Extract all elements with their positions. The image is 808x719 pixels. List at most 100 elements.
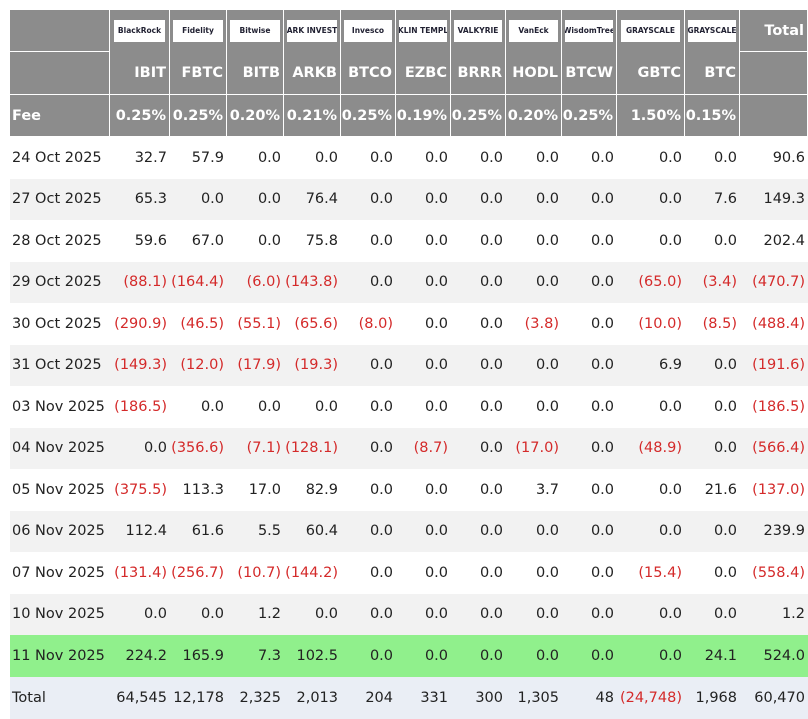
fee: 0.25% xyxy=(451,95,506,137)
flow-value: (8.0) xyxy=(358,315,393,332)
logo: GRAYSCALE xyxy=(621,20,680,42)
flow-value: 82.9 xyxy=(305,481,338,498)
flow-value: 0.0 xyxy=(257,149,281,166)
flow-value: 0.0 xyxy=(685,593,740,635)
logo: Bitwise xyxy=(230,20,280,42)
flow-value: 5.5 xyxy=(227,510,284,552)
flow-value: (191.6) xyxy=(740,344,808,386)
ticker: BRRR xyxy=(451,52,506,95)
date: 04 Nov 2025 xyxy=(10,427,110,469)
flow-value: (144.2) xyxy=(285,564,338,581)
logo: ARK INVEST xyxy=(287,20,337,42)
flow-value: 0.0 xyxy=(562,510,617,552)
flow-value: 3.7 xyxy=(535,481,559,498)
flow-value: 0.0 xyxy=(424,232,448,249)
flow-value: (186.5) xyxy=(114,398,167,415)
date: 24 Oct 2025 xyxy=(12,149,102,166)
flow-value: 65.3 xyxy=(110,178,170,220)
date: 29 Oct 2025 xyxy=(10,261,110,303)
flow-value: 0.0 xyxy=(713,564,737,581)
flow-value: 0.0 xyxy=(284,593,341,635)
flow-value: 0.0 xyxy=(479,564,503,581)
fee: 0.20% xyxy=(227,95,284,137)
flow-value: 0.0 xyxy=(685,510,740,552)
logo-cell: Invesco xyxy=(341,10,396,52)
etf-flow-table: BlackRock Fidelity Bitwise ARK INVEST Invesc… xyxy=(10,10,808,719)
flow-value: 0.0 xyxy=(341,344,396,386)
flow-value: 0.0 xyxy=(451,261,506,303)
flow-value: 0.0 xyxy=(170,593,227,635)
logo-cell: VanEck xyxy=(506,10,562,52)
flow-value: (131.4) xyxy=(114,564,167,581)
date: 10 Nov 2025 xyxy=(10,593,110,635)
flow-value: 0.0 xyxy=(227,178,284,220)
flow-value: (6.0) xyxy=(227,261,284,303)
flow-value: 0.0 xyxy=(424,315,448,332)
flow-value: 0.0 xyxy=(369,481,393,498)
flow-value: 0.0 xyxy=(713,149,737,166)
ticker: ARKB xyxy=(284,52,341,95)
flow-value: 0.0 xyxy=(535,564,559,581)
flow-value: 61.6 xyxy=(170,510,227,552)
flow-value: 7.3 xyxy=(227,635,284,677)
logo-cell: VALKYRIE xyxy=(451,10,506,52)
flow-value: (290.9) xyxy=(114,315,167,332)
flow-value: (65.0) xyxy=(617,261,685,303)
flow-value: (149.3) xyxy=(110,344,170,386)
flow-value: 0.0 xyxy=(424,564,448,581)
logo-cell: Bitwise xyxy=(227,10,284,52)
fee: 1.50% xyxy=(617,95,685,137)
flow-value: (470.7) xyxy=(740,261,808,303)
total-value: (24,748) xyxy=(617,676,685,719)
flow-value: (65.6) xyxy=(294,315,338,332)
flow-value: 224.2 xyxy=(110,635,170,677)
flow-value: 76.4 xyxy=(284,178,341,220)
flow-value: (128.1) xyxy=(284,427,341,469)
date: 07 Nov 2025 xyxy=(12,564,105,581)
fee: 0.25% xyxy=(170,95,227,137)
fee: 0.15% xyxy=(685,95,740,137)
logo-cell: WisdomTree xyxy=(562,10,617,52)
flow-value: 0.0 xyxy=(424,398,448,415)
flow-value: 0.0 xyxy=(479,398,503,415)
flow-value: (19.3) xyxy=(284,344,341,386)
flow-value: 0.0 xyxy=(617,178,685,220)
flow-value: 24.1 xyxy=(685,635,740,677)
flow-value: 0.0 xyxy=(396,344,451,386)
flow-value: 0.0 xyxy=(424,149,448,166)
flow-value: (375.5) xyxy=(114,481,167,498)
logo: FRANKLIN TEMPLETON xyxy=(399,20,447,42)
flow-value: 60.4 xyxy=(284,510,341,552)
flow-value: 239.9 xyxy=(740,510,808,552)
flow-value: (17.0) xyxy=(506,427,562,469)
flow-value: 102.5 xyxy=(284,635,341,677)
logo: VALKYRIE xyxy=(454,20,502,42)
flow-value: (46.5) xyxy=(180,315,224,332)
flow-value: (7.1) xyxy=(227,427,284,469)
flow-value: 0.0 xyxy=(369,398,393,415)
flow-value: 0.0 xyxy=(451,344,506,386)
logo-cell: GRAYSCALE xyxy=(617,10,685,52)
flow-value: (143.8) xyxy=(284,261,341,303)
flow-value: (48.9) xyxy=(617,427,685,469)
flow-value: 0.0 xyxy=(506,510,562,552)
total-value: 204 xyxy=(341,676,396,719)
flow-value: 0.0 xyxy=(257,398,281,415)
flow-value: 0.0 xyxy=(658,149,682,166)
flow-value: 0.0 xyxy=(658,232,682,249)
ticker: EZBC xyxy=(396,52,451,95)
flow-value: 0.0 xyxy=(535,149,559,166)
flow-value: 0.0 xyxy=(590,481,614,498)
flow-value: 0.0 xyxy=(617,593,685,635)
flow-value: 0.0 xyxy=(479,232,503,249)
flow-value: 0.0 xyxy=(562,178,617,220)
logo: VanEck xyxy=(509,20,558,42)
logo: BlackRock xyxy=(113,20,166,42)
date: 11 Nov 2025 xyxy=(10,635,110,677)
ticker: BTCO xyxy=(341,52,396,95)
fee: 0.25% xyxy=(562,95,617,137)
ticker: BTC xyxy=(685,52,740,95)
flow-value: 0.0 xyxy=(451,510,506,552)
date: 28 Oct 2025 xyxy=(12,232,102,249)
date: 06 Nov 2025 xyxy=(10,510,110,552)
